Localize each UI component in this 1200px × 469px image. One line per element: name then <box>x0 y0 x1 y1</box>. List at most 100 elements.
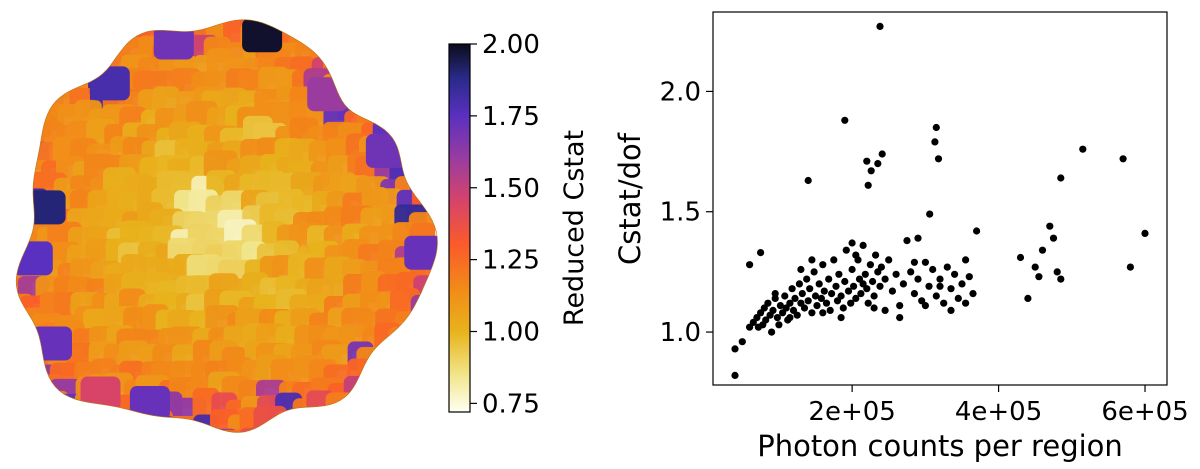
scatter-point <box>914 234 922 242</box>
scatter-point <box>811 292 820 300</box>
scatter-point <box>808 256 816 264</box>
scatter-point <box>910 258 919 266</box>
region-map <box>0 19 438 433</box>
scatter-point <box>808 309 816 317</box>
scatter-point <box>885 256 893 264</box>
map-region-bin <box>108 411 134 433</box>
scatter-point <box>896 302 904 310</box>
scatter-point <box>847 299 855 307</box>
map-edge-bin <box>365 133 406 168</box>
scatter-point <box>881 275 889 283</box>
map-region-bin <box>275 411 310 433</box>
scatter-point <box>1046 222 1054 230</box>
scatter-point <box>1049 234 1058 242</box>
map-region-bin <box>253 426 286 433</box>
x-tick-label: 2e+05 <box>808 397 895 427</box>
scatter-point <box>925 282 933 290</box>
map-edge-bin <box>307 77 348 112</box>
scatter-point <box>969 290 977 298</box>
scatter-point <box>947 306 955 314</box>
colorbar-tick-label: 1.50 <box>482 174 540 204</box>
colorbar-ticks: 2.00 1.75 1.50 1.25 1.00 0.75 <box>470 30 540 419</box>
x-tick-label: 4e+05 <box>955 397 1042 427</box>
scatter-point <box>810 268 818 276</box>
scatter-point <box>1031 263 1039 271</box>
scatter-point <box>791 294 799 302</box>
scatter-point <box>771 290 779 298</box>
scatter-point <box>837 292 845 300</box>
map-region-bin <box>32 69 64 102</box>
scatter-point <box>852 251 860 259</box>
scatter-point <box>866 261 875 269</box>
scatter-point <box>842 246 850 254</box>
scatter-point <box>874 160 882 168</box>
map-region-bin <box>218 429 251 433</box>
map-region-bin <box>19 85 53 113</box>
map-region-bin <box>138 19 170 33</box>
map-edge-bin <box>25 190 66 225</box>
scatter-point <box>926 210 934 218</box>
scatter-point <box>839 304 847 312</box>
scatter-point <box>876 282 884 290</box>
map-region-bin <box>16 175 34 206</box>
y-tick-label: 1.0 <box>660 318 701 348</box>
map-edge-bin <box>80 376 121 411</box>
scatter-point <box>936 275 944 283</box>
region-map-outline <box>15 19 438 433</box>
scatter-point <box>798 290 806 298</box>
scatter-point <box>929 265 937 274</box>
x-tick-label: 6e+05 <box>1101 397 1188 427</box>
scatter-point <box>863 157 871 165</box>
scatter-point <box>958 280 966 288</box>
scatter-point <box>826 306 834 314</box>
map-region-bin <box>340 393 371 424</box>
scatter-point <box>731 345 739 353</box>
colorbar-tick-label: 1.75 <box>482 102 540 132</box>
scatter-point <box>841 277 849 286</box>
scatter-point <box>896 314 904 322</box>
scatter-point <box>943 263 951 271</box>
scatter-point <box>731 371 739 379</box>
colorbar-tick-label: 2.00 <box>482 30 540 60</box>
scatter-point <box>795 280 804 288</box>
scatter-point <box>951 270 959 278</box>
map-region-bin <box>0 280 13 304</box>
scatter-point <box>822 299 831 307</box>
map-region-bin <box>312 409 340 433</box>
scatter-point <box>870 292 878 300</box>
colorbar-label: Reduced Cstat <box>559 130 590 326</box>
scatter-point <box>1057 174 1065 182</box>
scatter-point <box>1126 263 1134 271</box>
scatter-point <box>841 116 849 124</box>
scatter-point <box>907 268 915 276</box>
map-region-bin <box>0 260 12 290</box>
scatter-point <box>921 302 930 310</box>
scatter-point <box>864 181 872 189</box>
scatter-point <box>817 294 826 302</box>
map-region-bin <box>16 209 33 237</box>
map-edge-bin <box>129 386 170 420</box>
scatter-point <box>869 277 877 286</box>
map-region-bin <box>154 416 183 433</box>
scatter-point <box>762 316 770 324</box>
scatter-point <box>797 265 805 274</box>
scatter-point <box>852 294 860 302</box>
map-edge-bin <box>242 19 283 53</box>
scatter-point <box>768 328 776 336</box>
scatter-point <box>888 287 897 295</box>
scatter-point <box>931 138 939 146</box>
scatter-point <box>867 167 875 175</box>
map-region-bin <box>394 122 421 156</box>
map-region-bin <box>155 19 186 34</box>
scatter-point <box>806 285 814 293</box>
map-region-bin <box>388 326 420 354</box>
scatter-point <box>804 176 812 185</box>
map-region-bin <box>325 392 355 419</box>
scatter-point <box>781 292 789 300</box>
scatter-point <box>872 251 880 259</box>
scatter-point <box>954 294 962 302</box>
map-region-bin <box>119 409 148 433</box>
scatter-point <box>940 299 948 307</box>
scatter-point <box>877 263 886 271</box>
